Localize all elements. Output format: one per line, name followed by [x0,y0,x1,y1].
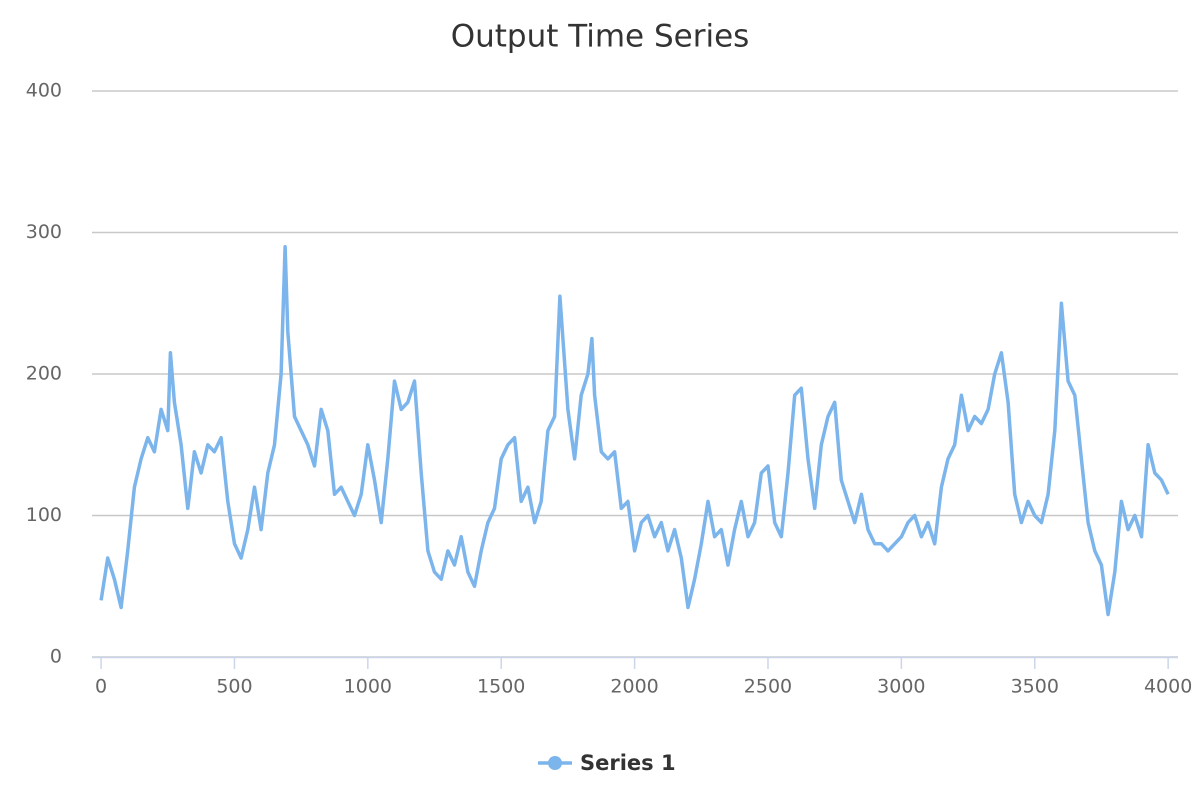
x-tick-label: 500 [216,676,252,698]
x-tick-label: 4000 [1144,676,1192,698]
series-line [99,244,1170,617]
y-tick-label: 400 [26,80,62,102]
y-tick-label: 0 [50,646,62,668]
y-tick-label: 300 [26,221,62,243]
x-tick-label: 3000 [877,676,925,698]
x-tick-label: 1000 [344,676,392,698]
x-tick-label: 2500 [744,676,792,698]
y-tick-label: 200 [26,363,62,385]
legend-label[interactable]: Series 1 [580,751,676,775]
y-tick-label: 100 [26,504,62,526]
chart-title: Output Time Series [451,19,750,55]
x-tick-label: 0 [95,676,107,698]
x-tick-label: 1500 [477,676,525,698]
x-tick-label: 2000 [610,676,658,698]
legend-symbol-marker [548,756,562,770]
x-tick-label: 3500 [1011,676,1059,698]
